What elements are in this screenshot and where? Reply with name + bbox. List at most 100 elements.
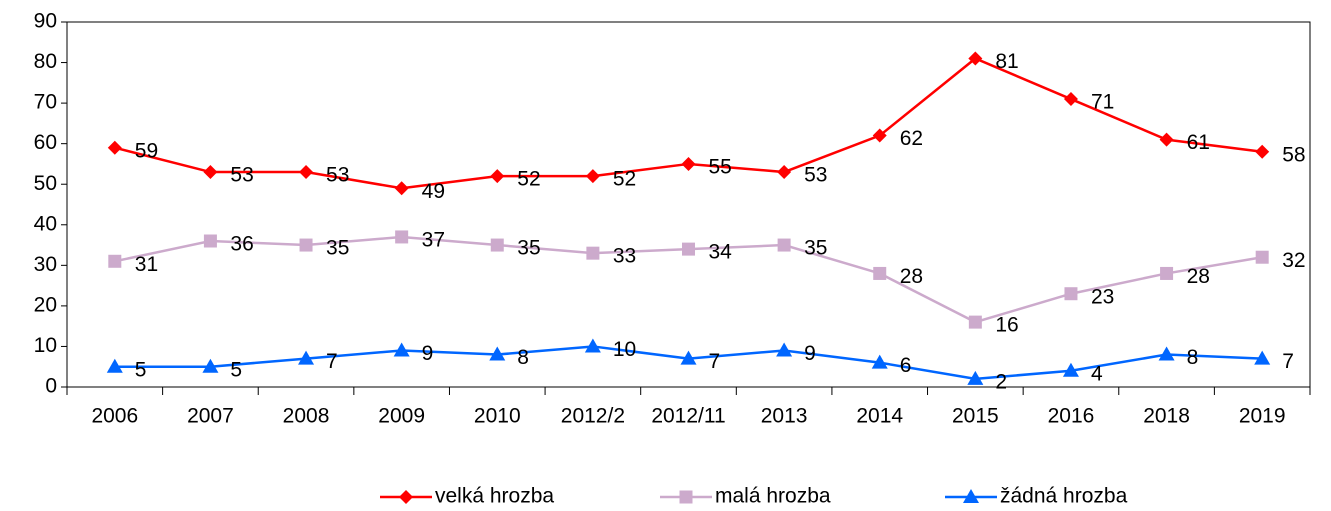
legend-marker: [399, 490, 413, 504]
point: [1159, 132, 1174, 147]
data-label: 52: [517, 168, 540, 191]
point: [681, 156, 696, 171]
x-tick-label: 2006: [91, 405, 138, 428]
x-tick-label: 2010: [474, 405, 521, 428]
data-label: 71: [1091, 91, 1114, 114]
point: [203, 165, 218, 180]
data-label: 5: [135, 358, 147, 381]
y-tick-label: 60: [34, 131, 57, 154]
point: [1255, 144, 1270, 159]
data-label: 7: [1282, 350, 1294, 373]
data-label: 4: [1091, 362, 1103, 385]
x-tick-label: 2007: [187, 405, 234, 428]
data-label: 9: [804, 342, 816, 365]
point: [202, 358, 219, 373]
point: [585, 169, 600, 184]
point: [1063, 92, 1078, 107]
point: [873, 266, 887, 280]
point: [393, 342, 410, 357]
data-label: 16: [995, 314, 1018, 337]
y-tick-label: 10: [34, 334, 57, 357]
data-label: 55: [709, 155, 732, 178]
point: [1158, 346, 1175, 361]
data-label: 6: [900, 354, 912, 377]
point: [395, 230, 409, 244]
y-tick-label: 20: [34, 293, 57, 316]
data-label: 53: [804, 164, 827, 187]
point: [1255, 250, 1269, 264]
data-label: 35: [517, 237, 540, 260]
data-label: 7: [326, 350, 338, 373]
legend-marker: [679, 490, 693, 504]
data-label: 35: [804, 237, 827, 260]
data-label: 58: [1282, 143, 1305, 166]
point: [108, 254, 122, 268]
point: [203, 234, 217, 248]
y-tick-label: 30: [34, 253, 57, 276]
data-label: 28: [900, 265, 923, 288]
legend-label: velká hrozba: [435, 485, 554, 508]
data-label: 33: [613, 245, 636, 268]
point: [489, 346, 506, 361]
x-tick-label: 2018: [1143, 405, 1190, 428]
data-label: 9: [422, 342, 434, 365]
data-label: 7: [709, 350, 721, 373]
legend-label: malá hrozba: [715, 485, 831, 508]
data-label: 53: [230, 164, 253, 187]
data-label: 2: [995, 370, 1007, 393]
x-tick-label: 2012/2: [561, 405, 625, 428]
data-label: 8: [517, 346, 529, 369]
point: [682, 242, 695, 256]
y-tick-label: 50: [34, 172, 57, 195]
y-tick-label: 0: [45, 375, 57, 398]
point: [1254, 350, 1271, 365]
data-label: 52: [613, 168, 636, 191]
x-tick-label: 2014: [856, 405, 903, 428]
legend-marker: [963, 489, 979, 503]
point: [872, 128, 887, 143]
y-tick-label: 90: [34, 10, 57, 33]
y-tick-label: 70: [34, 91, 57, 114]
point: [584, 338, 601, 353]
data-label: 81: [995, 50, 1018, 73]
plot-frame: [66, 21, 1311, 388]
point: [777, 238, 791, 252]
point: [299, 165, 314, 180]
x-tick-label: 2015: [952, 405, 999, 428]
data-label: 59: [135, 139, 158, 162]
point: [490, 238, 504, 252]
point: [298, 350, 315, 365]
data-label: 5: [230, 358, 242, 381]
point: [586, 246, 600, 260]
y-tick-label: 40: [34, 212, 57, 235]
point: [107, 140, 122, 155]
data-label: 35: [326, 237, 349, 260]
point: [1064, 287, 1078, 301]
x-tick-label: 2019: [1239, 405, 1286, 428]
data-label: 10: [613, 338, 636, 361]
x-tick-label: 2012/11: [651, 405, 725, 428]
data-label: 32: [1282, 249, 1305, 272]
data-label: 8: [1187, 346, 1199, 369]
x-tick-label: 2009: [378, 405, 425, 428]
point: [871, 354, 888, 369]
point: [968, 51, 983, 66]
data-label: 36: [230, 233, 253, 256]
point: [776, 342, 793, 357]
x-tick-label: 2016: [1048, 405, 1095, 428]
legend-label: žádná hrozba: [1000, 485, 1128, 508]
point: [299, 238, 313, 252]
point: [1160, 266, 1174, 280]
data-label: 34: [709, 241, 733, 264]
x-tick-label: 2013: [761, 405, 808, 428]
data-label: 53: [326, 164, 349, 187]
point: [394, 181, 409, 196]
x-tick-label: 2008: [283, 405, 330, 428]
data-label: 61: [1187, 131, 1210, 154]
point: [968, 315, 982, 329]
point: [1062, 362, 1079, 377]
data-label: 62: [900, 127, 923, 150]
point: [106, 358, 123, 373]
